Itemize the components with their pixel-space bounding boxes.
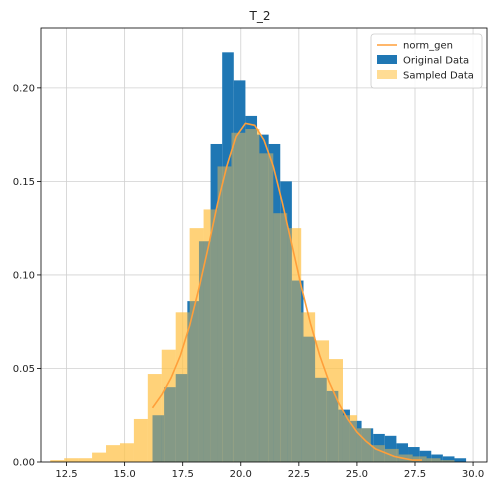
original-data-bar [373, 433, 385, 462]
y-tick-label: 0.10 [13, 270, 35, 281]
plot-frame [40, 27, 488, 463]
sampled-data-bar [106, 445, 120, 462]
x-tick-label: 30.0 [462, 469, 484, 480]
original-data-bar [442, 456, 455, 462]
original-data-bar [338, 409, 350, 462]
sampled-data-overlay-bar [78, 458, 93, 462]
original-data-bar [175, 374, 188, 462]
original-data-bar [291, 280, 304, 462]
sampled-data-overlay-bar [287, 228, 302, 462]
original-data-bar [233, 80, 246, 463]
sampled-data-overlay-bar [315, 340, 330, 462]
original-data-bar [454, 458, 467, 462]
sampled-data-overlay-bar [133, 418, 148, 462]
sampled-data-bar [133, 418, 148, 462]
original-data-bar [361, 428, 374, 462]
x-tick-label: 20.0 [230, 469, 252, 480]
legend-label: norm_gen [403, 41, 453, 52]
legend-patch-swatch [377, 70, 397, 79]
x-axis-ticks: 12.5 15.0 17.5 20.0 22.5 25.0 27.5 30.0 [55, 462, 484, 480]
sampled-data-overlay-bar [203, 209, 218, 462]
original-data-bar [152, 415, 165, 462]
sampled-data-overlay-bar [92, 452, 107, 462]
sampled-data-overlay-bar [217, 166, 232, 462]
y-tick-label: 0.15 [13, 177, 35, 188]
legend-label: Original Data [403, 56, 469, 67]
sampled-data-overlay-bar [259, 153, 274, 462]
original-data-bar [198, 241, 211, 462]
chart-title: T_2 [249, 9, 271, 23]
sampled-data-overlay-bar [245, 129, 260, 462]
original-data-bar [245, 115, 258, 462]
y-axis-ticks: 0.00 0.05 0.10 0.15 0.20 [13, 83, 41, 469]
original-data-bar [419, 450, 432, 462]
norm-gen-line-path [151, 122, 422, 461]
sampled-data-overlay-bar [189, 228, 204, 462]
sampled-data-overlay-bar [106, 445, 120, 462]
sampled-data-overlay-bar [161, 349, 176, 462]
sampled-data-bar [92, 452, 107, 462]
sampled-data-overlay-bar [370, 445, 385, 462]
x-tick-label: 15.0 [113, 469, 135, 480]
original-data-bar [210, 143, 223, 462]
sampled-data-overlay-bar [301, 312, 316, 462]
sampled-data-bar [50, 460, 65, 462]
original-data-bar [268, 143, 281, 462]
original-data-bar [222, 52, 234, 462]
sampled-data-overlay-bar [329, 359, 343, 462]
original-data-histogram [50, 52, 467, 463]
original-data-bar [257, 134, 269, 462]
y-tick-label: 0.20 [13, 83, 35, 94]
original-data-bar [408, 447, 420, 462]
original-data-bar [384, 435, 397, 462]
original-data-bar [431, 454, 443, 462]
original-data-bar [187, 301, 199, 462]
sampled-data-overlay-bar [175, 312, 190, 462]
original-data-bar [326, 390, 339, 462]
original-data-bar [349, 420, 362, 462]
sampled-data-overlay-bar [440, 460, 455, 462]
original-data-bar [315, 377, 327, 462]
sampled-data-bar [78, 458, 93, 462]
sampled-data-overlay-bar [356, 428, 371, 462]
original-data-bar [303, 336, 316, 462]
sampled-data-bar [119, 443, 134, 462]
sampled-data-overlay-bar [426, 458, 441, 462]
x-tick-label: 22.5 [288, 469, 310, 480]
sampled-data-overlay-bar [231, 132, 246, 463]
original-data-bar [280, 181, 292, 462]
x-tick-label: 25.0 [346, 469, 368, 480]
sampled-data-overlay-bar [412, 456, 427, 462]
sampled-data-overlay-bar [64, 458, 79, 462]
y-tick-label: 0.00 [13, 458, 35, 469]
y-tick-label: 0.05 [13, 364, 35, 375]
legend-label: Sampled Data [403, 71, 474, 82]
sampled-data-bar [64, 458, 79, 462]
x-tick-label: 27.5 [404, 469, 426, 480]
x-tick-label: 12.5 [55, 469, 77, 480]
original-data-bar [164, 387, 176, 462]
norm-gen-line [151, 122, 422, 461]
legend-patch-swatch [377, 55, 397, 64]
legend-box [370, 33, 483, 89]
legend: norm_gen Original Data Sampled Data [370, 33, 483, 89]
sampled-data-overlay-bar [273, 213, 288, 462]
sampled-data-overlay-bar [119, 443, 134, 462]
original-data-bar [396, 443, 409, 462]
x-tick-label: 17.5 [172, 469, 194, 480]
sampled-data-overlay-bar [50, 460, 65, 462]
sampled-data-overlay-bar [147, 374, 162, 462]
